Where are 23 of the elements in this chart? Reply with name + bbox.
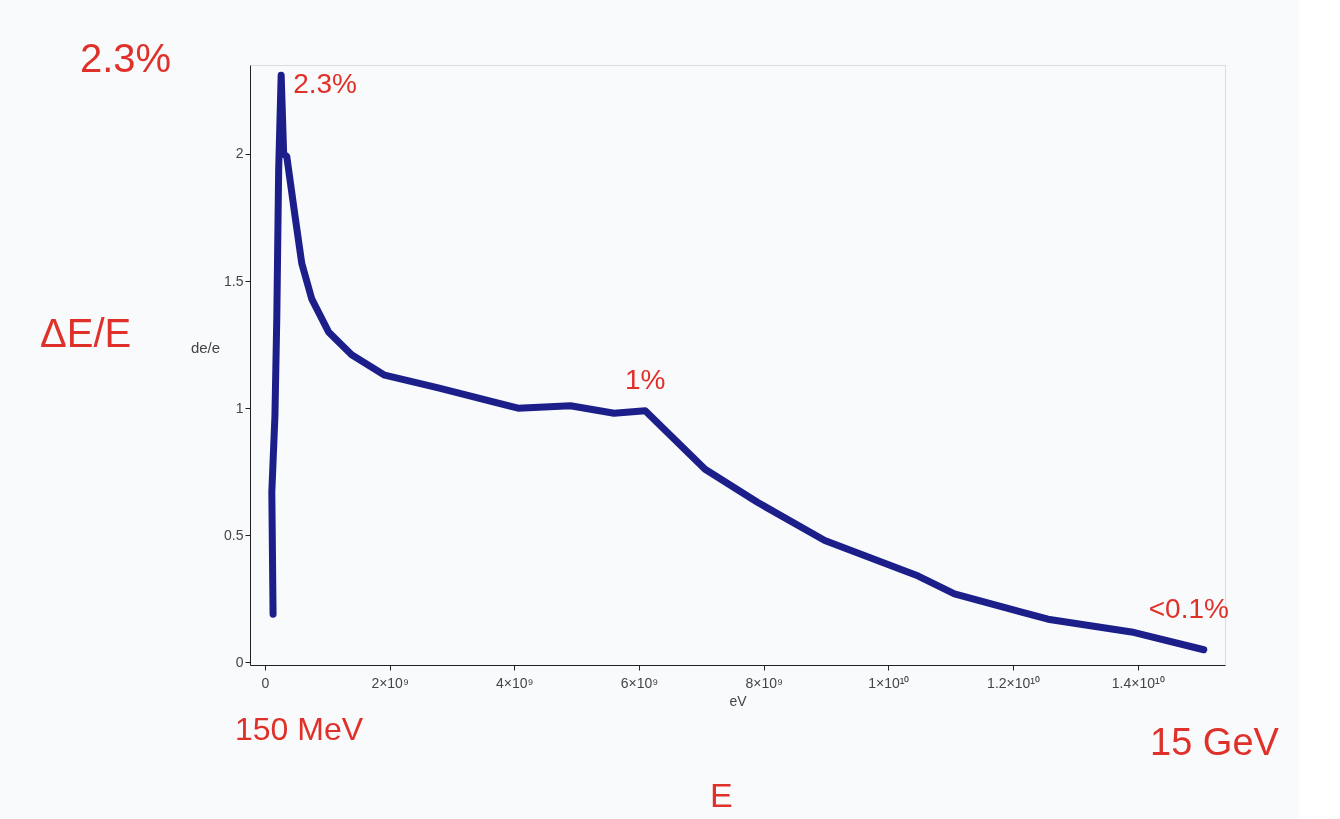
annotation: 2.3% — [293, 68, 357, 100]
text: 2.3% — [80, 36, 172, 80]
x-tick-label: 8×10⁹ — [745, 674, 783, 691]
annotation: 1% — [625, 363, 666, 395]
x-tick-label: 1×10¹⁰ — [868, 674, 910, 691]
y-tick-label: 0 — [235, 653, 244, 670]
y-tick-label: 1 — [235, 399, 244, 416]
y-tick-label: 1.5 — [224, 272, 244, 289]
y-tick-label: 2 — [235, 145, 244, 162]
text: 150 MeV — [235, 711, 364, 747]
text: ΔE/E — [40, 311, 132, 355]
text: 15 GeV — [1150, 721, 1280, 763]
annotation: <0.1% — [1148, 592, 1229, 624]
x-tick-label: 1.2×10¹⁰ — [987, 674, 1040, 691]
x-tick-label: 1.4×10¹⁰ — [1111, 674, 1165, 691]
y-tick-label: 0.5 — [224, 526, 244, 543]
x-tick-label: 6×10⁹ — [620, 674, 659, 691]
x-tick-label: 4×10⁹ — [496, 674, 534, 691]
x-tick-label: 0 — [261, 674, 270, 691]
y-axis-title: de/e — [190, 338, 221, 356]
x-tick-label: 2×10⁹ — [371, 674, 409, 691]
x-axis-title: eV — [729, 692, 748, 709]
text: E — [710, 776, 733, 814]
